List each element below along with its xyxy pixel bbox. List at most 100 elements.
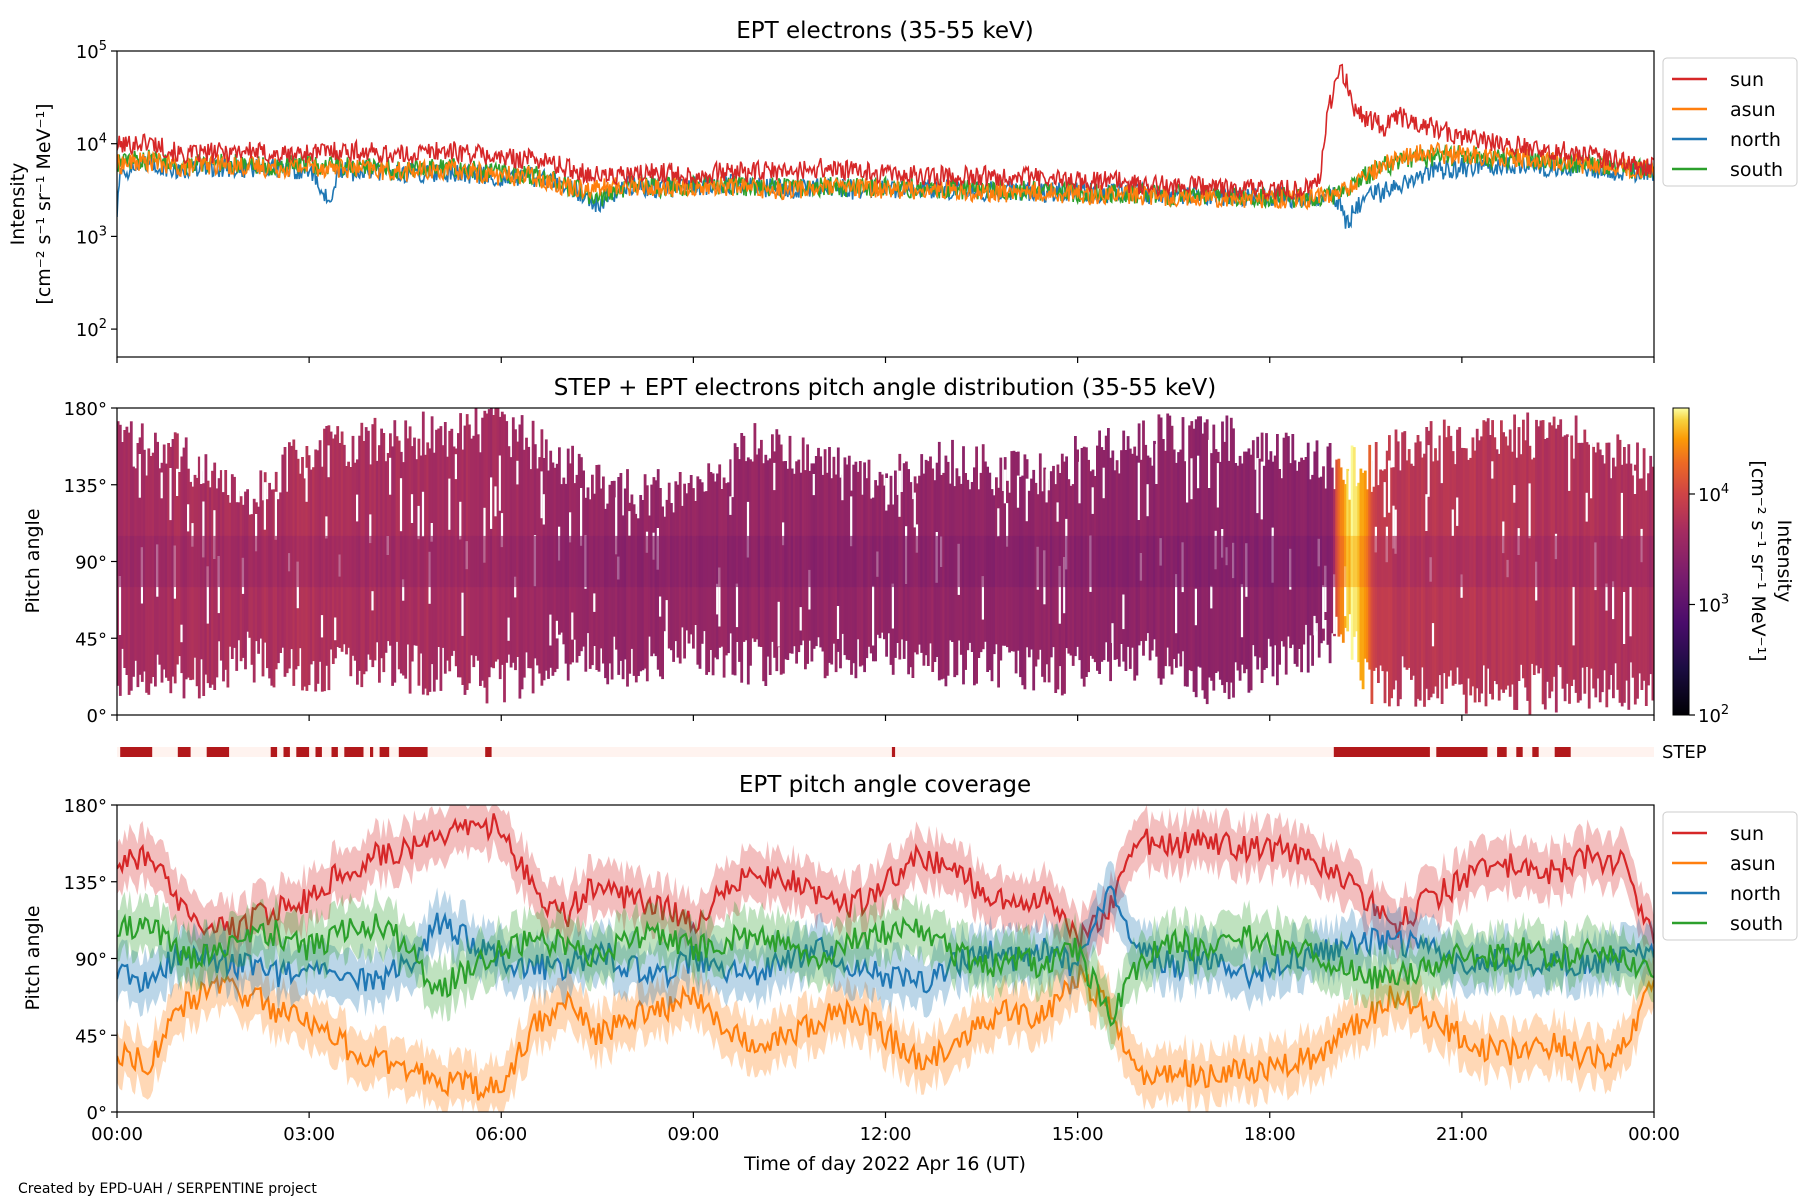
heatmap-cell-90 bbox=[869, 535, 873, 588]
heatmap-cell-90 bbox=[531, 535, 535, 588]
heatmap-cell-90 bbox=[1625, 535, 1628, 588]
heatmap-cell-90 bbox=[503, 535, 506, 588]
heatmap-cell-90 bbox=[940, 535, 943, 588]
heatmap-cell-90 bbox=[149, 535, 153, 588]
heatmap-cell bbox=[226, 495, 230, 688]
heatmap-cell-90 bbox=[296, 535, 300, 588]
heatmap-cell-90 bbox=[241, 535, 245, 588]
heatmap-cell-90 bbox=[1467, 535, 1470, 588]
heatmap-cell-90 bbox=[1317, 535, 1321, 588]
heatmap-cell-90 bbox=[1374, 535, 1378, 588]
heatmap-cell-90 bbox=[540, 535, 544, 588]
heatmap-cell-90 bbox=[632, 535, 636, 588]
heatmap-cell-90 bbox=[215, 535, 219, 588]
heatmap-cell-90 bbox=[1109, 535, 1112, 588]
heatmap-cell-90 bbox=[1590, 535, 1593, 588]
heatmap-cell-90 bbox=[959, 535, 963, 588]
heatmap-cell-90 bbox=[494, 535, 498, 588]
heatmap-cell-90 bbox=[424, 535, 427, 588]
series-line-asun bbox=[117, 964, 1654, 1101]
y-tick-label: 102 bbox=[76, 317, 107, 341]
heatmap-cell-90 bbox=[1245, 535, 1249, 588]
heatmap-cell-90 bbox=[1030, 535, 1033, 588]
heatmap-cell-90 bbox=[435, 535, 438, 588]
heatmap-cell-90 bbox=[527, 535, 531, 588]
heatmap-cell-90 bbox=[450, 535, 454, 588]
heatmap-cell-90 bbox=[1456, 535, 1459, 588]
heatmap-cell-90 bbox=[1357, 535, 1361, 588]
heatmap-cell-90 bbox=[1306, 535, 1310, 588]
heatmap-cell-90 bbox=[957, 535, 961, 588]
heatmap-cell-90 bbox=[443, 535, 447, 588]
heatmap-gap bbox=[1620, 492, 1624, 539]
heatmap-cell-90 bbox=[1168, 535, 1172, 588]
heatmap-cell-90 bbox=[797, 535, 801, 588]
heatmap-cell-90 bbox=[496, 535, 500, 588]
heatmap-cell-90 bbox=[551, 535, 555, 588]
heatmap-cell-90 bbox=[1607, 535, 1611, 588]
panel3-series bbox=[117, 805, 1654, 1112]
heatmap-cell-90 bbox=[560, 535, 563, 588]
heatmap-cell-90 bbox=[1225, 535, 1229, 588]
heatmap-cell-90 bbox=[808, 535, 812, 588]
heatmap-cell bbox=[474, 408, 478, 656]
heatmap-cell-90 bbox=[547, 535, 550, 588]
legend-label-south: south bbox=[1730, 913, 1783, 935]
heatmap-cell-90 bbox=[1519, 535, 1523, 588]
heatmap-cell-90 bbox=[1583, 535, 1587, 588]
heatmap-cell-90 bbox=[1412, 535, 1415, 588]
heatmap-cell-90 bbox=[937, 535, 941, 588]
heatmap-cell-90 bbox=[1640, 535, 1644, 588]
heatmap-cell-90 bbox=[180, 535, 184, 588]
heatmap-cell-90 bbox=[1150, 535, 1154, 588]
heatmap-cell-90 bbox=[195, 535, 199, 588]
heatmap-cell-90 bbox=[1335, 535, 1339, 588]
heatmap-cell-90 bbox=[472, 535, 476, 588]
heatmap-cell-90 bbox=[1324, 535, 1328, 588]
heatmap-gap bbox=[516, 460, 520, 485]
heatmap-cell-90 bbox=[713, 535, 717, 588]
heatmap-gap bbox=[549, 614, 553, 646]
heatmap-cell-90 bbox=[1265, 535, 1268, 588]
heatmap-cell-90 bbox=[1361, 535, 1365, 588]
heatmap-cell-90 bbox=[1159, 535, 1163, 588]
heatmap-cell-90 bbox=[1620, 535, 1624, 588]
heatmap-cell-90 bbox=[206, 535, 210, 588]
panel2-title: STEP + EPT electrons pitch angle distrib… bbox=[554, 375, 1216, 401]
panel1-frame bbox=[116, 50, 1655, 358]
heatmap-cell-90 bbox=[1609, 535, 1613, 588]
heatmap-cell-90 bbox=[402, 535, 405, 588]
heatmap-cell-90 bbox=[1205, 535, 1209, 588]
heatmap-cell bbox=[270, 489, 274, 686]
heatmap-cell-90 bbox=[926, 535, 930, 588]
heatmap-cell-90 bbox=[250, 535, 254, 588]
heatmap-gap bbox=[555, 620, 559, 639]
heatmap-cell-90 bbox=[454, 535, 458, 588]
heatmap-cell-90 bbox=[863, 535, 866, 588]
heatmap-cell-90 bbox=[883, 535, 886, 588]
heatmap-cell-90 bbox=[810, 535, 814, 588]
heatmap-cell-90 bbox=[182, 535, 186, 588]
heatmap-cell-90 bbox=[1515, 535, 1519, 588]
heatmap-cell-90 bbox=[913, 535, 917, 588]
heatmap-cell-90 bbox=[665, 535, 669, 588]
heatmap-cell bbox=[632, 504, 636, 676]
heatmap-cell-90 bbox=[167, 535, 170, 588]
colorbar bbox=[1672, 407, 1690, 716]
heatmap-cell-90 bbox=[1535, 535, 1538, 588]
heatmap-cell-90 bbox=[973, 535, 976, 588]
heatmap-cell-90 bbox=[1605, 535, 1609, 588]
heatmap-gap bbox=[1605, 583, 1609, 611]
heatmap-cell-90 bbox=[1027, 535, 1031, 588]
heatmap-cell bbox=[208, 487, 212, 688]
heatmap-cell-90 bbox=[1164, 535, 1167, 588]
heatmap-cell-90 bbox=[446, 535, 449, 588]
heatmap-gap bbox=[1451, 509, 1455, 536]
heatmap-cell-90 bbox=[307, 535, 311, 588]
heatmap-cell-90 bbox=[415, 535, 419, 588]
heatmap-cell-90 bbox=[1445, 535, 1448, 588]
step-segment bbox=[331, 747, 338, 757]
heatmap-cell-90 bbox=[1122, 535, 1126, 588]
heatmap-cell-90 bbox=[1513, 535, 1516, 588]
heatmap-cell-90 bbox=[733, 535, 737, 588]
